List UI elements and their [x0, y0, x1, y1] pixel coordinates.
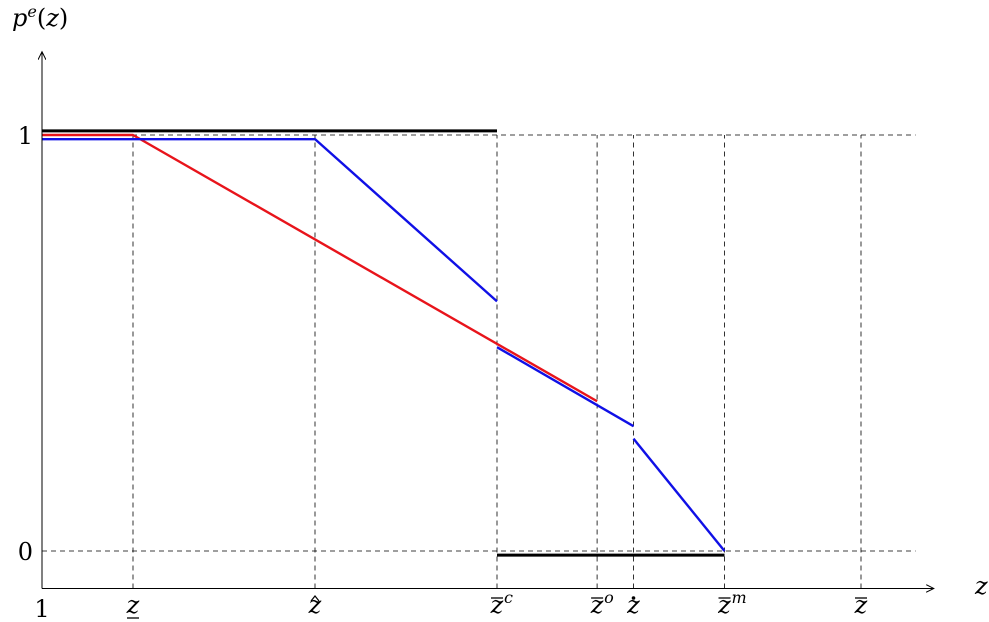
x-tick-dot-zdot: [631, 596, 636, 600]
series-2-segment-1: [496, 346, 635, 428]
x-tick-text-zdot: z: [626, 591, 640, 619]
x-tick-text-zhat: z: [308, 591, 322, 619]
x-tick-text-zlow: z: [126, 591, 140, 619]
x-origin-label: 1: [34, 595, 49, 622]
y-tick-label-0: 0: [18, 538, 33, 566]
x-tick-text-zo: z: [590, 591, 604, 619]
x-tick-sup-zm: m: [732, 588, 747, 607]
series-2-segment-2: [632, 437, 726, 552]
y-tick-label-1: 1: [18, 122, 33, 150]
y-axis-label: pe(z): [12, 2, 68, 32]
x-axis-label: z: [974, 572, 988, 600]
x-tick-text-zbar: z: [854, 591, 868, 619]
x-tick-sup-zo: o: [604, 588, 614, 607]
series-1-segment-0: [42, 133, 598, 403]
x-tick-label-zhat: z: [308, 591, 322, 619]
series-lines: [42, 129, 726, 557]
series-2-segment-0: [42, 137, 498, 303]
x-tick-label-zlow: z: [126, 591, 140, 619]
x-tick-text-zm: z: [717, 591, 731, 619]
grid-lines: [42, 134, 916, 589]
x-tick-hat-zhat: [310, 595, 320, 602]
x-tick-label-zbar: z: [854, 591, 868, 619]
axes: [42, 52, 934, 589]
x-tick-label-zdot: z: [626, 591, 640, 619]
x-tick-sup-zc: c: [504, 588, 513, 607]
x-tick-text-zc: z: [490, 591, 504, 619]
